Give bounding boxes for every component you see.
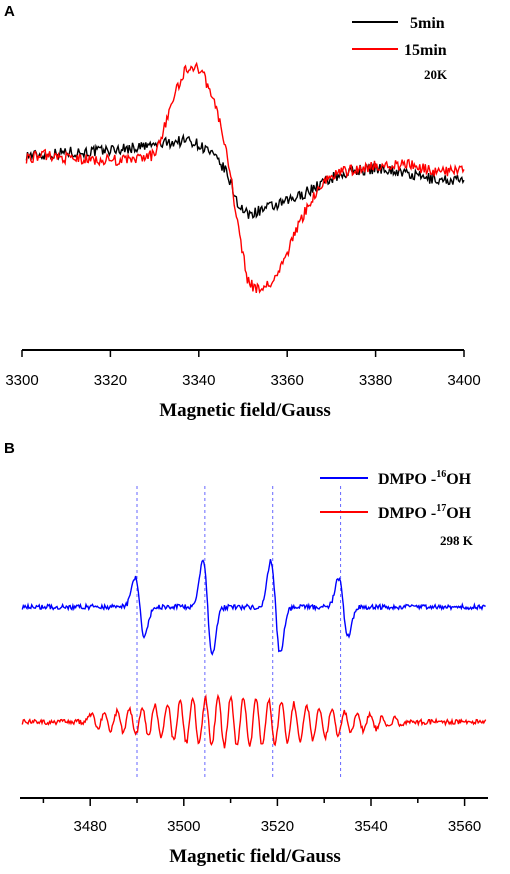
legend-label-17oh: DMPO -17OH bbox=[378, 503, 472, 522]
panel-b-letter: B bbox=[4, 440, 15, 457]
panel-a-xlabel: Magnetic field/Gauss bbox=[159, 400, 331, 421]
panel-b-tick-label: 3540 bbox=[354, 818, 387, 835]
series-line-dmpo-17oh bbox=[21, 693, 487, 749]
panel-a-legend: 5min 15min bbox=[352, 15, 447, 59]
panel-b-reference-lines bbox=[136, 486, 342, 780]
panel-b-tick-label: 3520 bbox=[261, 818, 294, 835]
panel-a-ticks: 3300 3320 3340 3360 3380 3400 bbox=[5, 350, 481, 389]
series-line-15min bbox=[25, 61, 465, 294]
series-line-5min bbox=[25, 133, 465, 220]
panel-b-ticks: 3480 3500 3520 3540 3560 bbox=[42, 798, 481, 835]
panel-b-tick-label: 3480 bbox=[74, 818, 107, 835]
panel-b-tick-label: 3500 bbox=[167, 818, 200, 835]
series-line-dmpo-16oh bbox=[21, 559, 486, 656]
panel-a-tick-label: 3380 bbox=[359, 372, 392, 389]
panel-b-legend: DMPO -16OH DMPO -17OH bbox=[320, 469, 472, 522]
panel-a-series bbox=[25, 61, 465, 294]
panel-b-xlabel: Magnetic field/Gauss bbox=[169, 846, 341, 867]
panel-a-tick-label: 3340 bbox=[182, 372, 215, 389]
panel-a-tick-label: 3360 bbox=[271, 372, 304, 389]
legend-label-15min: 15min bbox=[404, 42, 447, 59]
panel-a-letter: A bbox=[4, 3, 15, 20]
legend-label-5min: 5min bbox=[410, 15, 445, 32]
panel-a-tick-label: 3300 bbox=[5, 372, 38, 389]
legend-label-16oh: DMPO -16OH bbox=[378, 469, 472, 488]
panel-b-series bbox=[21, 559, 487, 749]
panel-b: B 3480 3500 3520 3540 3560 Magnetic field/Ga… bbox=[4, 440, 488, 867]
panel-b-temperature: 298 K bbox=[440, 533, 474, 548]
panel-a-tick-label: 3320 bbox=[94, 372, 127, 389]
panel-a-temperature: 20K bbox=[424, 67, 448, 82]
panel-a: A 3300 3320 3340 3360 3380 3400 Magnetic fiel… bbox=[4, 3, 481, 421]
panel-a-tick-label: 3400 bbox=[447, 372, 480, 389]
panel-b-tick-label: 3560 bbox=[448, 818, 481, 835]
